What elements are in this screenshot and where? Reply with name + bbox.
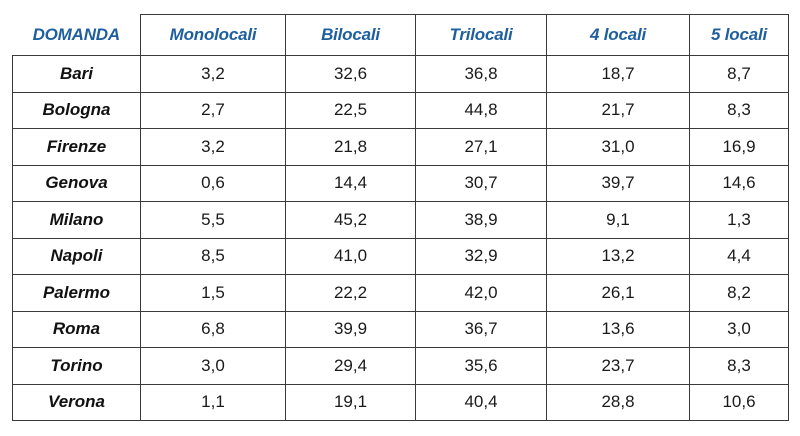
4-locali-cell: 26,1 (546, 274, 690, 312)
5-locali-cell: 8,3 (689, 91, 789, 129)
4-locali-cell: 13,2 (546, 237, 690, 275)
header-5-locali: 5 locali (689, 14, 789, 56)
city-cell: Verona (12, 383, 141, 421)
5-locali-cell: 8,2 (689, 274, 789, 312)
bilocali-cell: 21,8 (285, 128, 416, 166)
4-locali-cell: 21,7 (546, 91, 690, 129)
trilocali-cell: 40,4 (415, 383, 547, 421)
trilocali-cell: 27,1 (415, 128, 547, 166)
header-domanda: DOMANDA (12, 14, 141, 56)
bilocali-cell: 22,5 (285, 91, 416, 129)
4-locali-cell: 23,7 (546, 347, 690, 385)
monolocali-cell: 3,2 (140, 128, 286, 166)
city-cell: Bari (12, 55, 141, 93)
monolocali-cell: 2,7 (140, 91, 286, 129)
trilocali-cell: 36,7 (415, 310, 547, 348)
header-bilocali: Bilocali (285, 14, 416, 56)
4-locali-cell: 39,7 (546, 164, 690, 202)
bilocali-cell: 39,9 (285, 310, 416, 348)
bilocali-cell: 32,6 (285, 55, 416, 93)
trilocali-cell: 30,7 (415, 164, 547, 202)
table-row: Torino 3,0 29,4 35,6 23,7 8,3 (12, 347, 789, 385)
table-row: Palermo 1,5 22,2 42,0 26,1 8,2 (12, 274, 789, 312)
5-locali-cell: 16,9 (689, 128, 789, 166)
trilocali-cell: 38,9 (415, 201, 547, 239)
header-monolocali: Monolocali (140, 14, 286, 56)
5-locali-cell: 8,7 (689, 55, 789, 93)
trilocali-cell: 42,0 (415, 274, 547, 312)
monolocali-cell: 5,5 (140, 201, 286, 239)
bilocali-cell: 41,0 (285, 237, 416, 275)
table-row: Verona 1,1 19,1 40,4 28,8 10,6 (12, 383, 789, 421)
trilocali-cell: 35,6 (415, 347, 547, 385)
monolocali-cell: 0,6 (140, 164, 286, 202)
table-body: Bari 3,2 32,6 36,8 18,7 8,7 Bologna 2,7 22,5 44,8… (12, 55, 789, 421)
trilocali-cell: 36,8 (415, 55, 547, 93)
city-cell: Napoli (12, 237, 141, 275)
header-trilocali: Trilocali (415, 14, 547, 56)
table-row: Bologna 2,7 22,5 44,8 21,7 8,3 (12, 91, 789, 129)
monolocali-cell: 1,5 (140, 274, 286, 312)
city-cell: Firenze (12, 128, 141, 166)
bilocali-cell: 14,4 (285, 164, 416, 202)
5-locali-cell: 1,3 (689, 201, 789, 239)
4-locali-cell: 31,0 (546, 128, 690, 166)
city-cell: Palermo (12, 274, 141, 312)
5-locali-cell: 8,3 (689, 347, 789, 385)
5-locali-cell: 14,6 (689, 164, 789, 202)
monolocali-cell: 3,0 (140, 347, 286, 385)
5-locali-cell: 3,0 (689, 310, 789, 348)
monolocali-cell: 1,1 (140, 383, 286, 421)
demand-table-container: DOMANDA Monolocali Bilocali Trilocali 4 … (12, 14, 789, 421)
bilocali-cell: 45,2 (285, 201, 416, 239)
trilocali-cell: 32,9 (415, 237, 547, 275)
4-locali-cell: 9,1 (546, 201, 690, 239)
5-locali-cell: 10,6 (689, 383, 789, 421)
demand-table: DOMANDA Monolocali Bilocali Trilocali 4 … (12, 14, 789, 421)
5-locali-cell: 4,4 (689, 237, 789, 275)
city-cell: Genova (12, 164, 141, 202)
city-cell: Roma (12, 310, 141, 348)
bilocali-cell: 22,2 (285, 274, 416, 312)
trilocali-cell: 44,8 (415, 91, 547, 129)
4-locali-cell: 13,6 (546, 310, 690, 348)
monolocali-cell: 3,2 (140, 55, 286, 93)
table-row: Bari 3,2 32,6 36,8 18,7 8,7 (12, 55, 789, 93)
table-row: Napoli 8,5 41,0 32,9 13,2 4,4 (12, 237, 789, 275)
header-4-locali: 4 locali (546, 14, 690, 56)
bilocali-cell: 19,1 (285, 383, 416, 421)
table-row: Genova 0,6 14,4 30,7 39,7 14,6 (12, 164, 789, 202)
bilocali-cell: 29,4 (285, 347, 416, 385)
table-row: Milano 5,5 45,2 38,9 9,1 1,3 (12, 201, 789, 239)
4-locali-cell: 28,8 (546, 383, 690, 421)
4-locali-cell: 18,7 (546, 55, 690, 93)
monolocali-cell: 6,8 (140, 310, 286, 348)
table-row: Roma 6,8 39,9 36,7 13,6 3,0 (12, 310, 789, 348)
header-row: DOMANDA Monolocali Bilocali Trilocali 4 … (12, 14, 789, 56)
table-row: Firenze 3,2 21,8 27,1 31,0 16,9 (12, 128, 789, 166)
city-cell: Bologna (12, 91, 141, 129)
city-cell: Milano (12, 201, 141, 239)
monolocali-cell: 8,5 (140, 237, 286, 275)
city-cell: Torino (12, 347, 141, 385)
